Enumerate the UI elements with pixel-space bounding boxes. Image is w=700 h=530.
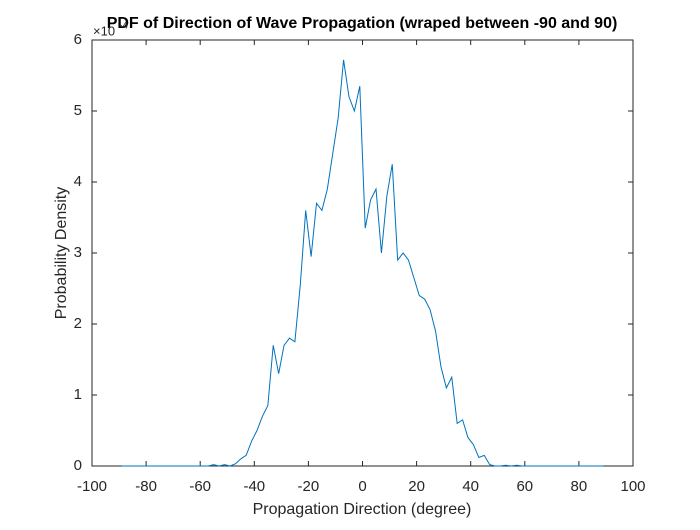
y-tick-label: 3 [74, 244, 82, 261]
x-tick-label: -60 [189, 478, 211, 495]
x-tick-label: -20 [298, 478, 320, 495]
y-tick-label: 5 [74, 102, 82, 119]
x-tick-label: 100 [620, 478, 645, 495]
x-tick-label: 40 [462, 478, 479, 495]
y-tick-label: 4 [74, 173, 82, 190]
y-tick-label: 2 [74, 315, 82, 332]
x-tick-label: 20 [408, 478, 425, 495]
x-tick-label: 60 [516, 478, 533, 495]
data-line [121, 59, 604, 467]
x-axis-label: Propagation Direction (degree) [253, 501, 472, 518]
chart-title: PDF of Direction of Wave Propagation (wr… [107, 15, 618, 32]
y-exponent-power: -4 [119, 21, 128, 32]
y-tick-label: 6 [74, 31, 82, 48]
x-tick-label: 80 [571, 478, 588, 495]
y-tick-label: 1 [74, 386, 82, 403]
y-axis-label: Probability Density [53, 187, 70, 320]
x-tick-label: -40 [243, 478, 265, 495]
x-tick-label: -80 [135, 478, 157, 495]
y-exponent-base: ×10 [93, 23, 115, 38]
y-tick-label: 0 [74, 457, 82, 474]
plot-frame [91, 39, 634, 467]
x-tick-label: -100 [77, 478, 107, 495]
x-tick-label: 0 [358, 478, 366, 495]
